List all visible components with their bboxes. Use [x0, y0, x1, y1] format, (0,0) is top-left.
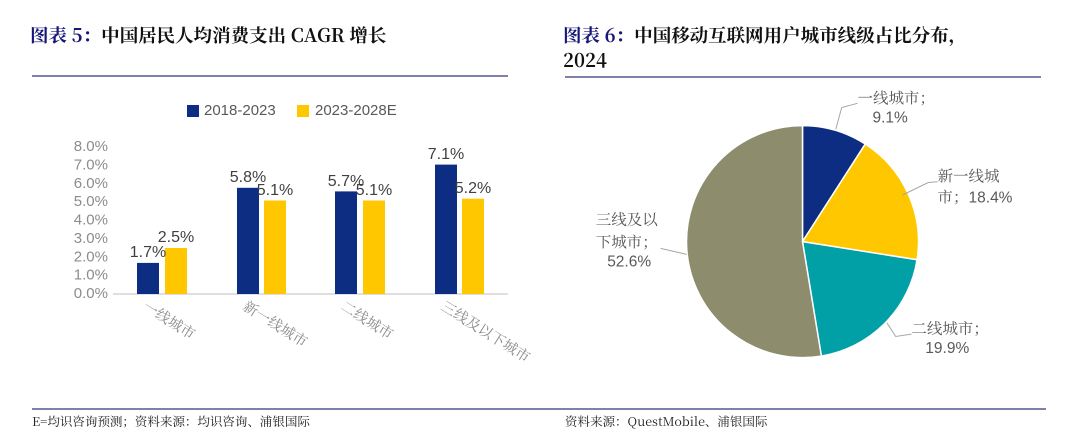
svg-text:下城市；: 下城市；	[596, 234, 658, 251]
svg-text:二线城市；: 二线城市；	[911, 321, 989, 338]
svg-text:2018-2023: 2018-2023	[204, 102, 276, 119]
svg-text:7.0%: 7.0%	[74, 156, 108, 173]
svg-text:一线城市；: 一线城市；	[858, 90, 936, 107]
svg-text:6.0%: 6.0%	[74, 175, 108, 192]
svg-text:5.1%: 5.1%	[257, 182, 293, 199]
svg-text:3.0%: 3.0%	[74, 230, 108, 247]
svg-text:二线城市: 二线城市	[338, 298, 397, 343]
svg-text:2023-2028E: 2023-2028E	[315, 102, 397, 119]
svg-text:新一线城市: 新一线城市	[240, 298, 311, 351]
svg-text:9.1%: 9.1%	[873, 110, 909, 127]
svg-text:2.0%: 2.0%	[74, 248, 108, 265]
svg-text:7.1%: 7.1%	[428, 146, 464, 163]
svg-text:8.0%: 8.0%	[74, 138, 108, 155]
svg-text:4.0%: 4.0%	[74, 212, 108, 229]
svg-text:三线及以: 三线及以	[596, 212, 658, 229]
svg-text:52.6%: 52.6%	[607, 254, 651, 271]
svg-text:三线及以下城市: 三线及以下城市	[438, 298, 534, 366]
svg-text:1.0%: 1.0%	[74, 267, 108, 284]
svg-text:一线城市: 一线城市	[140, 298, 199, 343]
svg-text:5.1%: 5.1%	[356, 182, 392, 199]
svg-text:2.5%: 2.5%	[158, 229, 194, 246]
svg-text:19.9%: 19.9%	[925, 340, 969, 357]
svg-text:0.0%: 0.0%	[74, 285, 108, 302]
svg-text:新一线城: 新一线城	[938, 168, 1000, 186]
svg-text:5.0%: 5.0%	[74, 193, 108, 210]
svg-text:市；18.4%: 市；18.4%	[938, 190, 1013, 207]
svg-text:5.2%: 5.2%	[455, 180, 491, 197]
svg-text:1.7%: 1.7%	[130, 244, 166, 261]
